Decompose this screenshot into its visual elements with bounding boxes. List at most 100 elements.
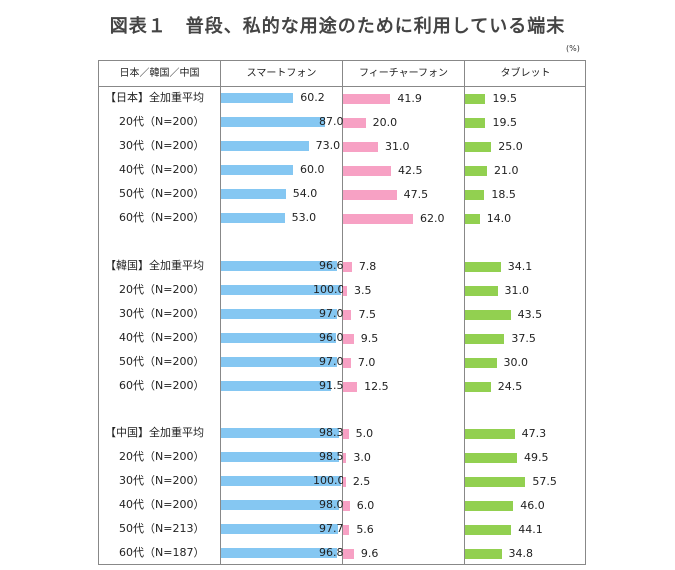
featurephone-value-label: 6.0 — [356, 499, 375, 512]
tablet-value-label: 49.5 — [523, 451, 549, 464]
row-label: 60代（N=200） — [119, 211, 205, 224]
tablet-bar — [465, 501, 514, 511]
row-label: 【韓国】全加重平均 — [105, 259, 204, 272]
tablet-bar — [465, 262, 501, 272]
featurephone-value-label: 62.0 — [420, 212, 445, 225]
smartphone-value-label: 97.7 — [319, 522, 344, 535]
smartphone-value-label: 54.0 — [292, 187, 318, 200]
smartphone-bar — [221, 117, 326, 127]
smartphone-value-label: 96.6 — [319, 259, 344, 272]
tablet-value-label: 19.5 — [492, 92, 517, 105]
tablet-bar — [465, 429, 515, 439]
tablet-bar — [465, 310, 511, 320]
tablet-bar — [465, 166, 488, 176]
featurephone-bar — [343, 525, 350, 535]
tablet-value-label: 47.3 — [521, 427, 547, 440]
smartphone-value-label: 100.0 — [313, 283, 345, 296]
featurephone-bar — [343, 286, 347, 296]
smartphone-bar — [221, 165, 293, 175]
featurephone-bar — [343, 477, 346, 487]
tablet-bar — [465, 525, 512, 535]
tablet-value-label: 43.5 — [517, 308, 543, 321]
featurephone-value-label: 20.0 — [372, 116, 398, 129]
featurephone-value-label: 41.9 — [397, 92, 422, 105]
featurephone-bar — [343, 382, 358, 392]
row-label: 50代（N=200） — [119, 187, 205, 200]
row-label: 【日本】全加重平均 — [105, 91, 204, 104]
chart-title: 図表１ 普段、私的な用途のために利用している端末 — [109, 16, 566, 37]
featurephone-value-label: 47.5 — [403, 188, 429, 201]
smartphone-bar — [221, 452, 340, 462]
smartphone-value-label: 87.0 — [319, 115, 344, 128]
featurephone-value-label: 31.0 — [385, 140, 410, 153]
tablet-value-label: 14.0 — [486, 212, 512, 225]
featurephone-bar — [343, 453, 347, 463]
smartphone-bar — [221, 189, 286, 199]
column-divider — [220, 61, 221, 564]
row-label: 20代（N=200） — [119, 450, 205, 463]
row-label: 60代（N=187） — [119, 546, 205, 559]
row-label: 20代（N=200） — [119, 115, 205, 128]
featurephone-value-label: 3.5 — [353, 284, 372, 297]
smartphone-bar — [221, 381, 331, 391]
smartphone-bar — [221, 285, 341, 295]
tablet-bar — [465, 118, 486, 128]
smartphone-bar — [221, 524, 339, 534]
tablet-bar — [465, 334, 505, 344]
tablet-value-label: 31.0 — [504, 284, 530, 297]
tablet-bar — [465, 94, 486, 104]
tablet-value-label: 34.8 — [508, 547, 534, 560]
featurephone-bar — [343, 310, 352, 320]
featurephone-bar — [343, 214, 414, 224]
tablet-value-label: 25.0 — [498, 140, 523, 153]
featurephone-value-label: 7.5 — [358, 308, 376, 321]
smartphone-bar — [221, 428, 339, 438]
featurephone-value-label: 9.5 — [360, 332, 379, 345]
tablet-value-label: 34.1 — [507, 260, 533, 273]
smartphone-value-label: 97.0 — [319, 307, 344, 320]
smartphone-bar — [221, 309, 338, 319]
featurephone-bar — [343, 118, 366, 128]
tablet-value-label: 30.0 — [503, 356, 529, 369]
smartphone-bar — [221, 261, 337, 271]
tablet-value-label: 18.5 — [491, 188, 516, 201]
row-label: 30代（N=200） — [119, 139, 205, 152]
tablet-bar — [465, 453, 517, 463]
featurephone-value-label: 5.6 — [356, 523, 374, 536]
tablet-value-label: 19.5 — [492, 116, 517, 129]
featurephone-bar — [343, 358, 351, 368]
tablet-bar — [465, 214, 480, 224]
tablet-value-label: 46.0 — [520, 499, 545, 512]
smartphone-bar — [221, 213, 285, 223]
smartphone-bar — [221, 141, 309, 151]
tablet-value-label: 21.0 — [494, 164, 519, 177]
featurephone-bar — [343, 501, 350, 511]
smartphone-value-label: 96.0 — [319, 331, 344, 344]
tablet-bar — [465, 477, 526, 487]
featurephone-bar — [343, 94, 391, 104]
smartphone-value-label: 97.0 — [319, 355, 344, 368]
column-divider — [342, 61, 343, 564]
row-label: 50代（N=200） — [119, 355, 205, 368]
chart-table: 日本／韓国／中国 スマートフォン フィーチャーフォン タブレット 【日本】全加重… — [98, 60, 586, 565]
header-featurephone: フィーチャーフォン — [358, 68, 449, 79]
featurephone-bar — [343, 549, 354, 559]
tablet-value-label: 37.5 — [511, 332, 536, 345]
header-smartphone: スマートフォン — [246, 68, 317, 79]
tablet-bar — [465, 286, 498, 296]
tablet-bar — [465, 358, 497, 368]
featurephone-value-label: 9.6 — [360, 547, 379, 560]
row-label: 20代（N=200） — [119, 283, 205, 296]
smartphone-bar — [221, 548, 338, 558]
smartphone-value-label: 98.3 — [319, 426, 344, 439]
tablet-bar — [465, 549, 502, 559]
row-label: 60代（N=200） — [119, 379, 205, 392]
smartphone-bar — [221, 93, 294, 103]
smartphone-bar — [221, 357, 338, 367]
row-label: 50代（N=213） — [119, 522, 205, 535]
tablet-value-label: 57.5 — [532, 475, 557, 488]
row-label: 【中国】全加重平均 — [105, 426, 204, 439]
featurephone-bar — [343, 429, 349, 439]
smartphone-value-label: 53.0 — [291, 211, 317, 224]
column-divider — [464, 61, 465, 564]
